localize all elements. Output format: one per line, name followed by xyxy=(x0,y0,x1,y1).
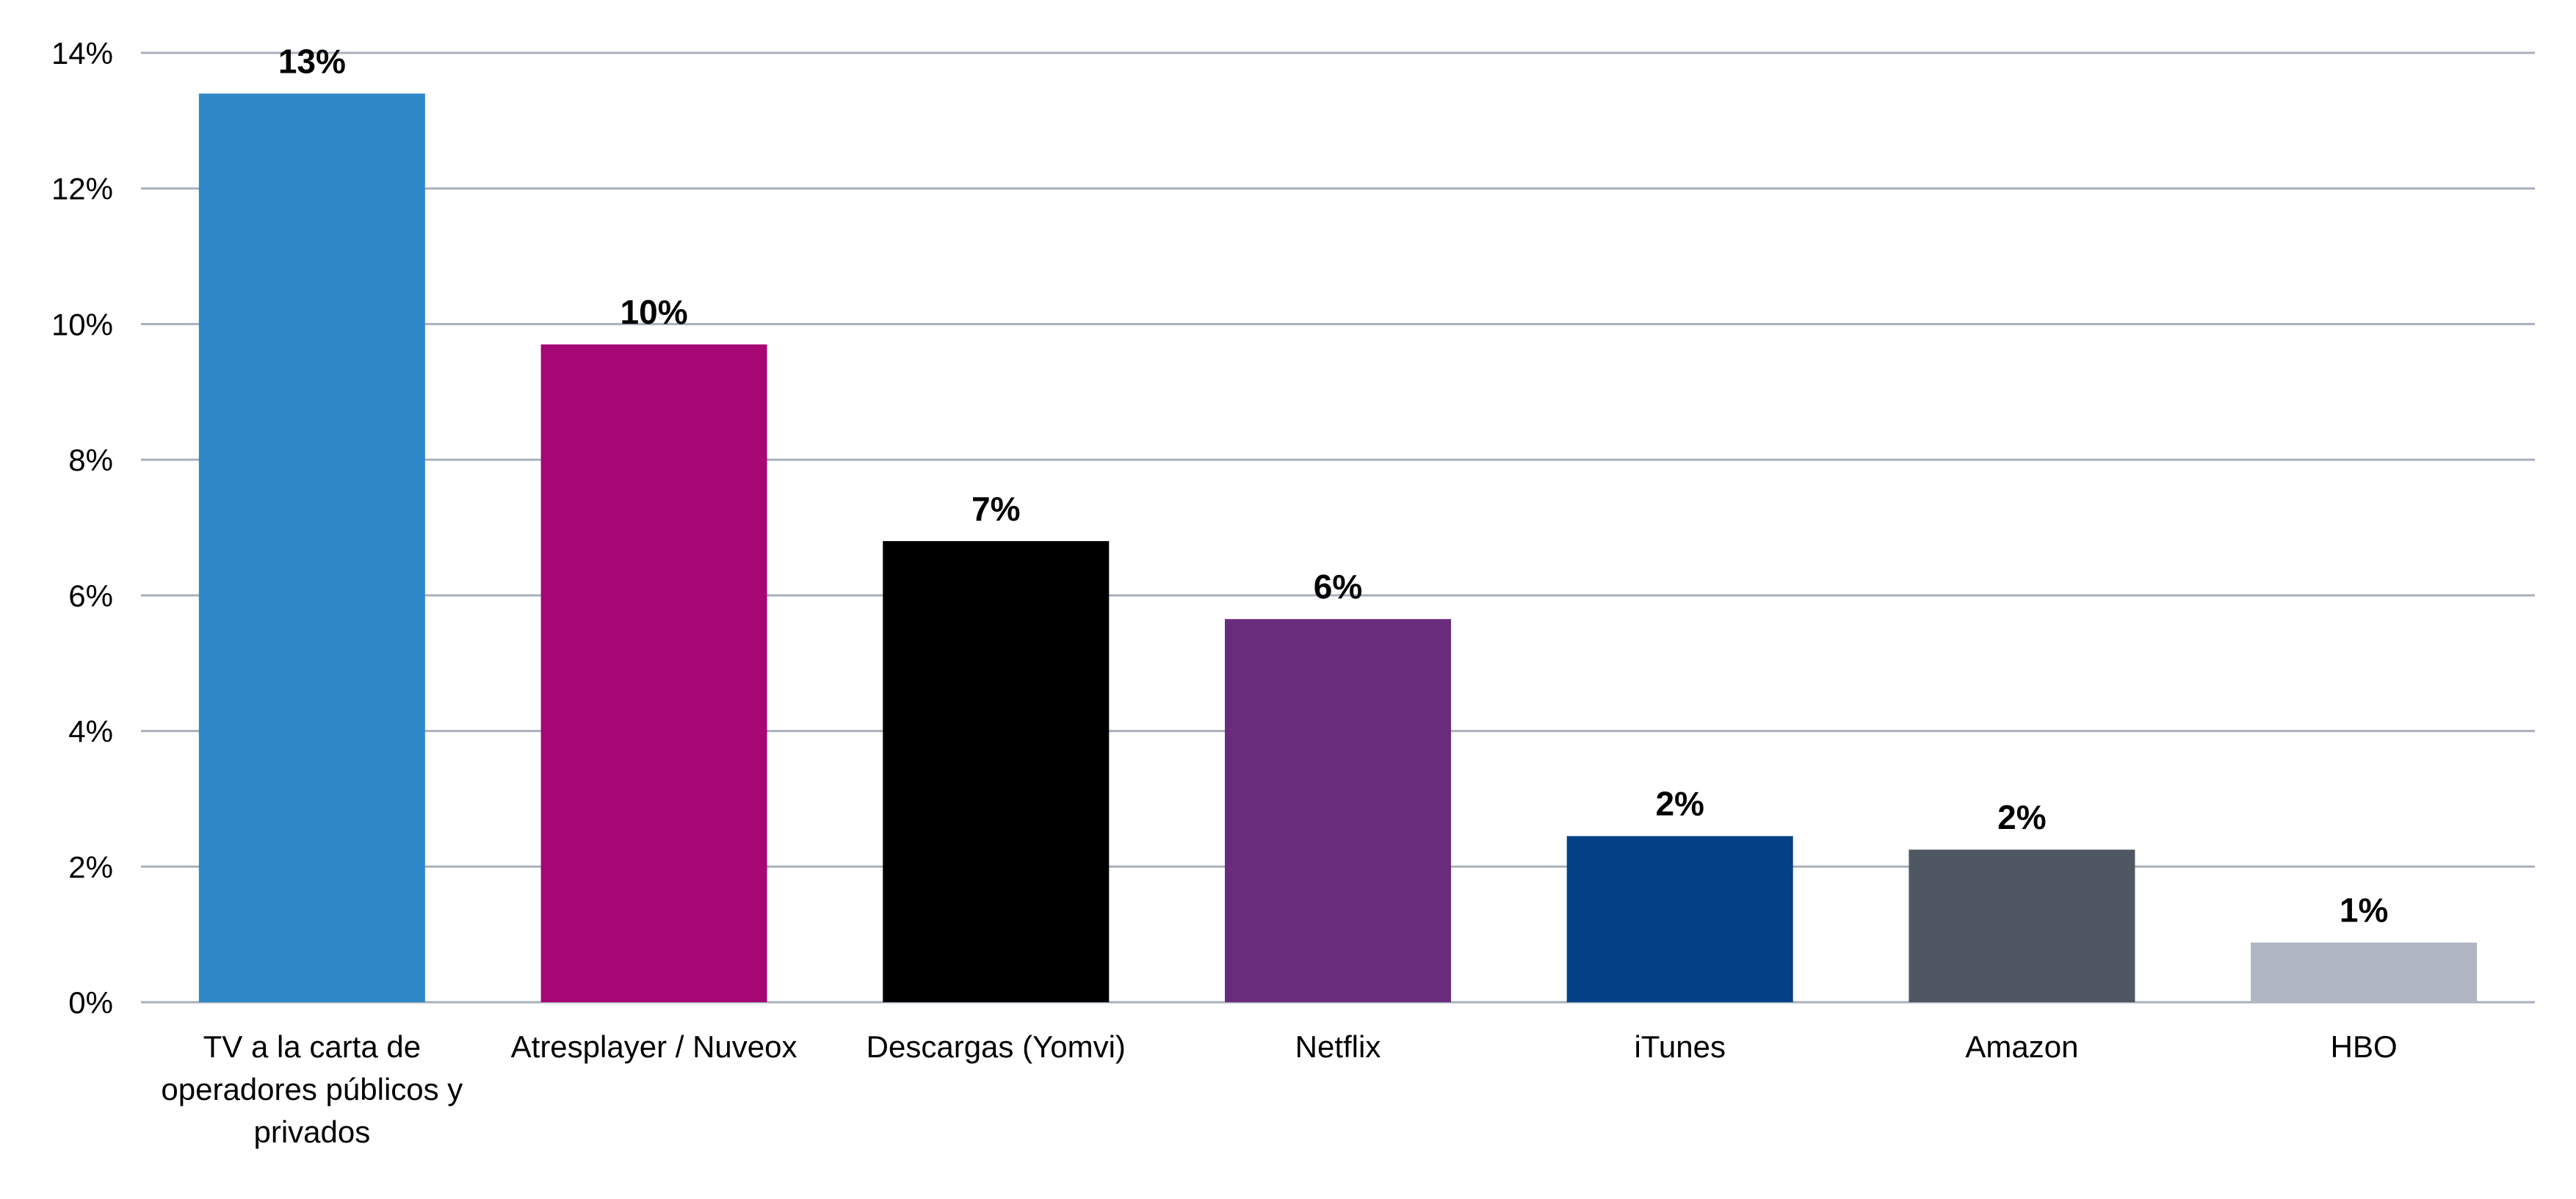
y-tick-label: 0% xyxy=(68,985,113,1020)
category-label: TV a la carta de operadores públicos y pri… xyxy=(161,1029,463,1149)
data-labels: 13% 10% 7% 6% 2% 2% 1% xyxy=(278,42,2389,929)
category-label: HBO xyxy=(2331,1029,2398,1064)
bar xyxy=(1909,850,2135,1002)
y-tick-label: 10% xyxy=(51,307,113,341)
x-axis-category-labels: TV a la carta de operadores públicos y pri… xyxy=(161,1029,2397,1149)
bar xyxy=(2251,942,2478,1002)
y-tick-label: 14% xyxy=(51,36,113,70)
data-label: 7% xyxy=(972,490,1020,528)
category-label: Atresplayer / Nuveox xyxy=(511,1029,797,1064)
y-tick-label: 6% xyxy=(68,579,113,613)
category-label: iTunes xyxy=(1634,1029,1726,1064)
data-label: 2% xyxy=(1997,798,2046,836)
data-label: 10% xyxy=(621,293,688,331)
category-label: Descargas (Yomvi) xyxy=(866,1029,1126,1064)
bars xyxy=(198,93,2478,1002)
bar xyxy=(198,93,425,1002)
y-tick-label: 2% xyxy=(68,850,113,884)
y-tick-label: 4% xyxy=(68,714,113,749)
data-label: 13% xyxy=(278,42,346,80)
bar xyxy=(540,344,767,1002)
category-label: Amazon xyxy=(1965,1029,2078,1064)
data-label: 6% xyxy=(1314,568,1362,606)
y-tick-label: 12% xyxy=(51,172,113,206)
category-label: Netflix xyxy=(1295,1029,1381,1064)
y-axis-tick-labels: 0% 2% 4% 6% 8% 10% 12% 14% xyxy=(51,36,113,1020)
data-label: 1% xyxy=(2340,891,2388,930)
data-label: 2% xyxy=(1655,785,1704,823)
bar xyxy=(883,540,1110,1002)
bar xyxy=(1225,619,1451,1002)
y-tick-label: 8% xyxy=(68,443,113,477)
bar xyxy=(1566,836,1793,1002)
